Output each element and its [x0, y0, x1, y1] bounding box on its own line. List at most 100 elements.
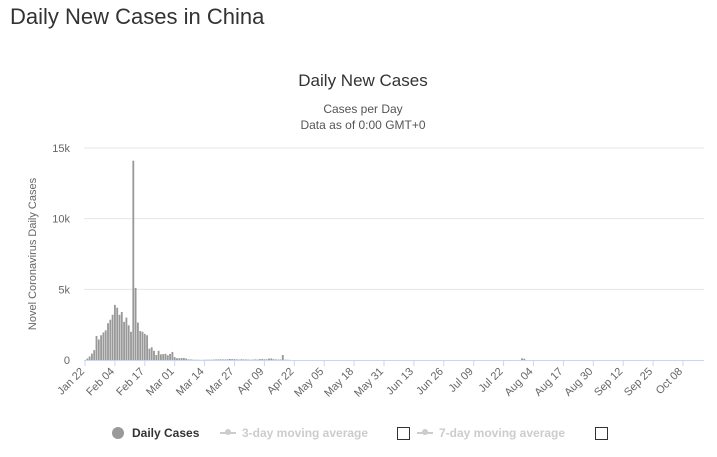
bar[interactable]	[100, 335, 103, 360]
bar[interactable]	[143, 333, 146, 360]
bar[interactable]	[123, 321, 126, 360]
bar[interactable]	[215, 359, 218, 360]
x-tick-label: Jul 09	[447, 366, 476, 395]
x-tick-label: Feb 04	[84, 366, 117, 399]
bar[interactable]	[155, 355, 158, 360]
x-tick-label: Sep 25	[622, 366, 655, 399]
legend-dot-icon	[112, 427, 124, 439]
legend-label-3-day-average: 3-day moving average	[242, 426, 369, 440]
bar[interactable]	[134, 287, 137, 360]
chart-subtitle-cases-per-day: Cases per Day	[323, 102, 402, 116]
x-tick-label: Sep 12	[592, 366, 625, 399]
bar[interactable]	[219, 359, 222, 360]
bars	[86, 160, 526, 360]
bar[interactable]	[180, 358, 183, 360]
y-tick-label: 5k	[58, 284, 70, 296]
bar[interactable]	[148, 348, 151, 360]
bar[interactable]	[217, 359, 220, 360]
bar[interactable]	[90, 353, 93, 360]
bar[interactable]	[157, 350, 160, 360]
checkbox-7-day-average[interactable]	[595, 427, 608, 440]
bar[interactable]	[130, 331, 132, 360]
bar[interactable]	[171, 351, 174, 360]
bar[interactable]	[265, 359, 268, 360]
bar[interactable]	[226, 359, 229, 360]
bar[interactable]	[127, 325, 130, 360]
bar[interactable]	[153, 350, 155, 360]
bar[interactable]	[235, 359, 238, 360]
bar[interactable]	[222, 359, 224, 360]
x-tick-label: Oct 08	[654, 366, 685, 397]
bar[interactable]	[270, 358, 273, 360]
daily-cases-chart: Daily New Cases Cases per Day Data as of…	[27, 71, 704, 400]
bar[interactable]	[164, 353, 167, 360]
bar[interactable]	[173, 357, 176, 360]
bar[interactable]	[97, 339, 100, 360]
legend-daily-cases[interactable]: Daily Cases	[112, 422, 199, 444]
bar[interactable]	[107, 323, 109, 360]
bar[interactable]	[86, 358, 89, 360]
x-tick-label: Apr 09	[235, 366, 266, 397]
bar[interactable]	[274, 359, 277, 360]
x-tick-label: Aug 17	[532, 366, 565, 399]
bar[interactable]	[93, 350, 96, 360]
bar[interactable]	[261, 359, 264, 360]
legend-7-day-average[interactable]: 7-day moving average	[417, 422, 565, 444]
bar[interactable]	[120, 311, 123, 360]
x-tick-label: Mar 14	[174, 366, 207, 399]
legend-label-7-day-average: 7-day moving average	[439, 426, 566, 440]
bar[interactable]	[281, 355, 284, 360]
bar[interactable]	[125, 317, 128, 360]
bar[interactable]	[176, 358, 178, 360]
bar[interactable]	[162, 354, 165, 360]
bar[interactable]	[268, 358, 270, 360]
bar[interactable]	[242, 359, 245, 360]
bar[interactable]	[224, 359, 227, 360]
bar[interactable]	[95, 335, 98, 360]
x-tick-label: May 05	[292, 366, 326, 400]
bar[interactable]	[159, 354, 162, 360]
x-tick-label: Feb 17	[114, 366, 147, 399]
bar[interactable]	[104, 330, 107, 360]
bar[interactable]	[88, 356, 91, 360]
bar[interactable]	[109, 319, 112, 360]
checkbox-3-day-average[interactable]	[397, 427, 410, 440]
bar[interactable]	[272, 359, 275, 360]
bar[interactable]	[231, 359, 234, 360]
bar[interactable]	[118, 314, 121, 360]
bar[interactable]	[189, 359, 192, 360]
bar[interactable]	[102, 332, 105, 360]
bar[interactable]	[263, 359, 266, 360]
bar[interactable]	[185, 358, 188, 360]
bar[interactable]	[111, 314, 114, 360]
legend-label-daily-cases: Daily Cases	[132, 426, 200, 440]
bar[interactable]	[166, 355, 169, 360]
bar[interactable]	[146, 335, 149, 360]
y-tick-label: 10k	[52, 214, 70, 226]
bar[interactable]	[258, 359, 261, 360]
bar[interactable]	[187, 359, 190, 360]
bar[interactable]	[116, 307, 119, 360]
bar[interactable]	[141, 331, 144, 360]
bar[interactable]	[132, 160, 135, 360]
bar[interactable]	[254, 359, 257, 360]
bar[interactable]	[228, 359, 231, 360]
bar[interactable]	[113, 304, 116, 360]
bar[interactable]	[169, 353, 172, 360]
bar[interactable]	[178, 358, 181, 360]
x-tick-label: Jan 22	[55, 366, 87, 398]
x-tick-label: Mar 01	[144, 366, 177, 399]
bar[interactable]	[139, 331, 142, 360]
x-tick-label: Jun 26	[414, 366, 446, 398]
bar[interactable]	[521, 358, 523, 360]
bar[interactable]	[182, 358, 185, 360]
bar[interactable]	[240, 359, 243, 360]
x-tick-label: May 18	[322, 366, 356, 400]
bar[interactable]	[150, 347, 153, 360]
bar[interactable]	[523, 358, 526, 360]
bar[interactable]	[136, 322, 139, 360]
bar[interactable]	[233, 359, 236, 360]
y-tick-label: 15k	[52, 143, 70, 155]
legend-3-day-average[interactable]: 3-day moving average	[220, 422, 368, 444]
